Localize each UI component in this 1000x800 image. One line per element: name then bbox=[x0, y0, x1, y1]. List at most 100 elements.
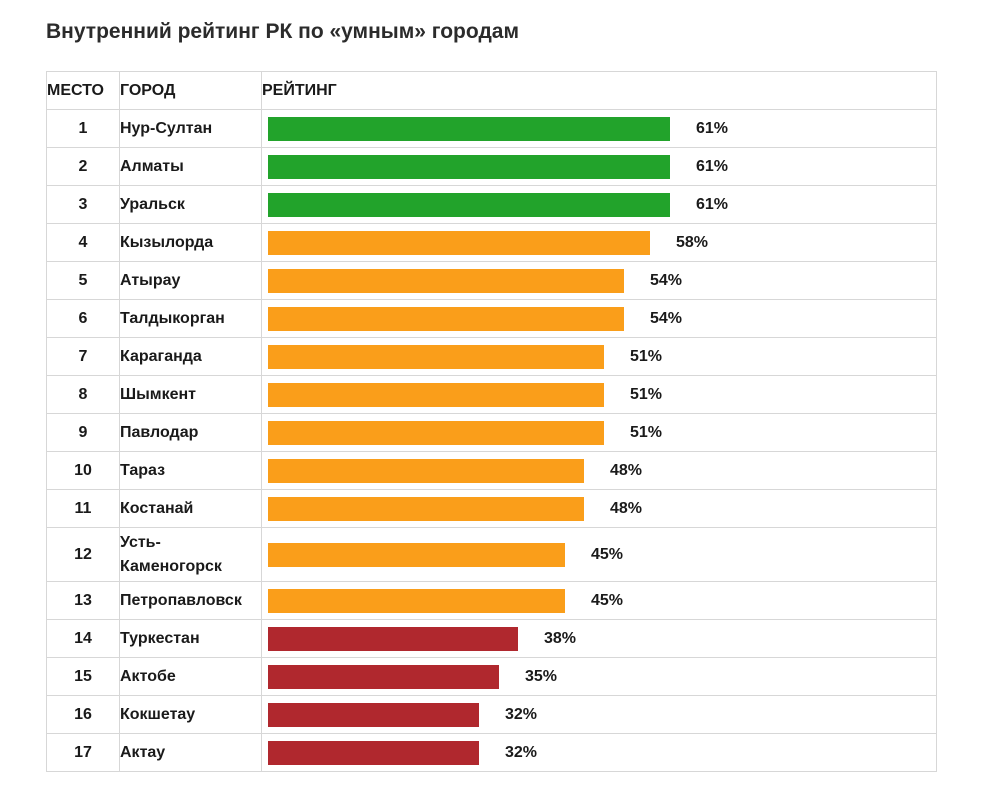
rating-cell: 35% bbox=[261, 657, 937, 696]
rating-bar bbox=[268, 230, 650, 255]
table-row: 1 Нур-Султан 61% bbox=[46, 109, 937, 148]
rating-cell: 51% bbox=[261, 375, 937, 414]
table-row: 10 Тараз 48% bbox=[46, 451, 937, 490]
bar-wrap: 51% bbox=[262, 338, 936, 375]
city-cell: Павлодар bbox=[119, 413, 262, 452]
place-cell: 7 bbox=[46, 337, 120, 376]
table-row: 17 Актау 32% bbox=[46, 733, 937, 772]
table-row: 13 Петропавловск 45% bbox=[46, 581, 937, 620]
city-cell: Шымкент bbox=[119, 375, 262, 414]
header-place: МЕСТО bbox=[46, 71, 120, 110]
rating-cell: 32% bbox=[261, 733, 937, 772]
table-row: 7 Караганда 51% bbox=[46, 337, 937, 376]
place-cell: 1 bbox=[46, 109, 120, 148]
place-cell: 14 bbox=[46, 619, 120, 658]
rating-bar bbox=[268, 382, 604, 407]
table-row: 11 Костанай 48% bbox=[46, 489, 937, 528]
rating-bar bbox=[268, 306, 624, 331]
rating-bar bbox=[268, 116, 670, 141]
place-cell: 8 bbox=[46, 375, 120, 414]
rating-bar bbox=[268, 154, 670, 179]
place-cell: 17 bbox=[46, 733, 120, 772]
rating-bar bbox=[268, 702, 479, 727]
rating-value-label: 61% bbox=[696, 119, 729, 137]
table-row: 16 Кокшетау 32% bbox=[46, 695, 937, 734]
city-cell: Алматы bbox=[119, 147, 262, 186]
bar-wrap: 61% bbox=[262, 186, 936, 223]
rating-cell: 45% bbox=[261, 527, 937, 582]
city-cell: Кызылорда bbox=[119, 223, 262, 262]
table-row: 5 Атырау 54% bbox=[46, 261, 937, 300]
rating-bar bbox=[268, 740, 479, 765]
rating-cell: 32% bbox=[261, 695, 937, 734]
table-row: 8 Шымкент 51% bbox=[46, 375, 937, 414]
city-cell: Уральск bbox=[119, 185, 262, 224]
place-cell: 2 bbox=[46, 147, 120, 186]
place-cell: 4 bbox=[46, 223, 120, 262]
rating-cell: 51% bbox=[261, 337, 937, 376]
bar-wrap: 35% bbox=[262, 658, 936, 695]
table-row: 2 Алматы 61% bbox=[46, 147, 937, 186]
rating-value-label: 32% bbox=[505, 705, 538, 723]
rating-bar bbox=[268, 664, 499, 689]
rating-value-label: 48% bbox=[610, 499, 643, 517]
bar-wrap: 48% bbox=[262, 490, 936, 527]
table-row: 12 Усть-Каменогорск 45% bbox=[46, 527, 937, 582]
rating-bar bbox=[268, 496, 584, 521]
rating-value-label: 51% bbox=[630, 347, 663, 365]
rating-bar bbox=[268, 588, 565, 613]
place-cell: 11 bbox=[46, 489, 120, 528]
bar-wrap: 54% bbox=[262, 262, 936, 299]
rating-bar bbox=[268, 192, 670, 217]
rating-value-label: 48% bbox=[610, 461, 643, 479]
rating-value-label: 51% bbox=[630, 423, 663, 441]
city-cell: Костанай bbox=[119, 489, 262, 528]
rating-bar bbox=[268, 542, 565, 567]
table-row: 9 Павлодар 51% bbox=[46, 413, 937, 452]
bar-wrap: 54% bbox=[262, 300, 936, 337]
rating-value-label: 45% bbox=[591, 545, 624, 563]
rating-cell: 61% bbox=[261, 109, 937, 148]
rating-value-label: 61% bbox=[696, 157, 729, 175]
city-cell: Нур-Султан bbox=[119, 109, 262, 148]
rating-value-label: 51% bbox=[630, 385, 663, 403]
city-cell: Туркестан bbox=[119, 619, 262, 658]
rating-cell: 48% bbox=[261, 451, 937, 490]
place-cell: 5 bbox=[46, 261, 120, 300]
rating-value-label: 32% bbox=[505, 743, 538, 761]
rating-cell: 58% bbox=[261, 223, 937, 262]
rating-cell: 48% bbox=[261, 489, 937, 528]
city-cell: Талдыкорган bbox=[119, 299, 262, 338]
city-cell: Караганда bbox=[119, 337, 262, 376]
bar-wrap: 48% bbox=[262, 452, 936, 489]
city-cell: Петропавловск bbox=[119, 581, 262, 620]
city-cell: Усть-Каменогорск bbox=[119, 527, 262, 582]
bar-wrap: 32% bbox=[262, 734, 936, 771]
bar-wrap: 45% bbox=[262, 582, 936, 619]
rating-value-label: 54% bbox=[650, 271, 683, 289]
rating-value-label: 61% bbox=[696, 195, 729, 213]
place-cell: 13 bbox=[46, 581, 120, 620]
rating-cell: 54% bbox=[261, 261, 937, 300]
city-cell: Атырау bbox=[119, 261, 262, 300]
table-body: 1 Нур-Султан 61% 2 Алматы 61% 3 Уральск 61% 4 Кызы… bbox=[46, 109, 937, 772]
rating-value-label: 38% bbox=[544, 629, 577, 647]
table-row: 15 Актобе 35% bbox=[46, 657, 937, 696]
place-cell: 6 bbox=[46, 299, 120, 338]
rating-bar bbox=[268, 458, 584, 483]
city-cell: Кокшетау bbox=[119, 695, 262, 734]
rating-bar bbox=[268, 626, 518, 651]
city-cell: Актау bbox=[119, 733, 262, 772]
bar-wrap: 61% bbox=[262, 110, 936, 147]
rating-cell: 61% bbox=[261, 185, 937, 224]
table-row: 6 Талдыкорган 54% bbox=[46, 299, 937, 338]
place-cell: 12 bbox=[46, 527, 120, 582]
header-city: ГОРОД bbox=[119, 71, 262, 110]
city-cell: Актобе bbox=[119, 657, 262, 696]
place-cell: 3 bbox=[46, 185, 120, 224]
header-row: МЕСТО ГОРОД РЕЙТИНГ bbox=[46, 71, 937, 110]
rating-value-label: 45% bbox=[591, 591, 624, 609]
chart-title: Внутренний рейтинг РК по «умным» городам bbox=[46, 20, 519, 43]
bar-wrap: 38% bbox=[262, 620, 936, 657]
bar-wrap: 51% bbox=[262, 376, 936, 413]
